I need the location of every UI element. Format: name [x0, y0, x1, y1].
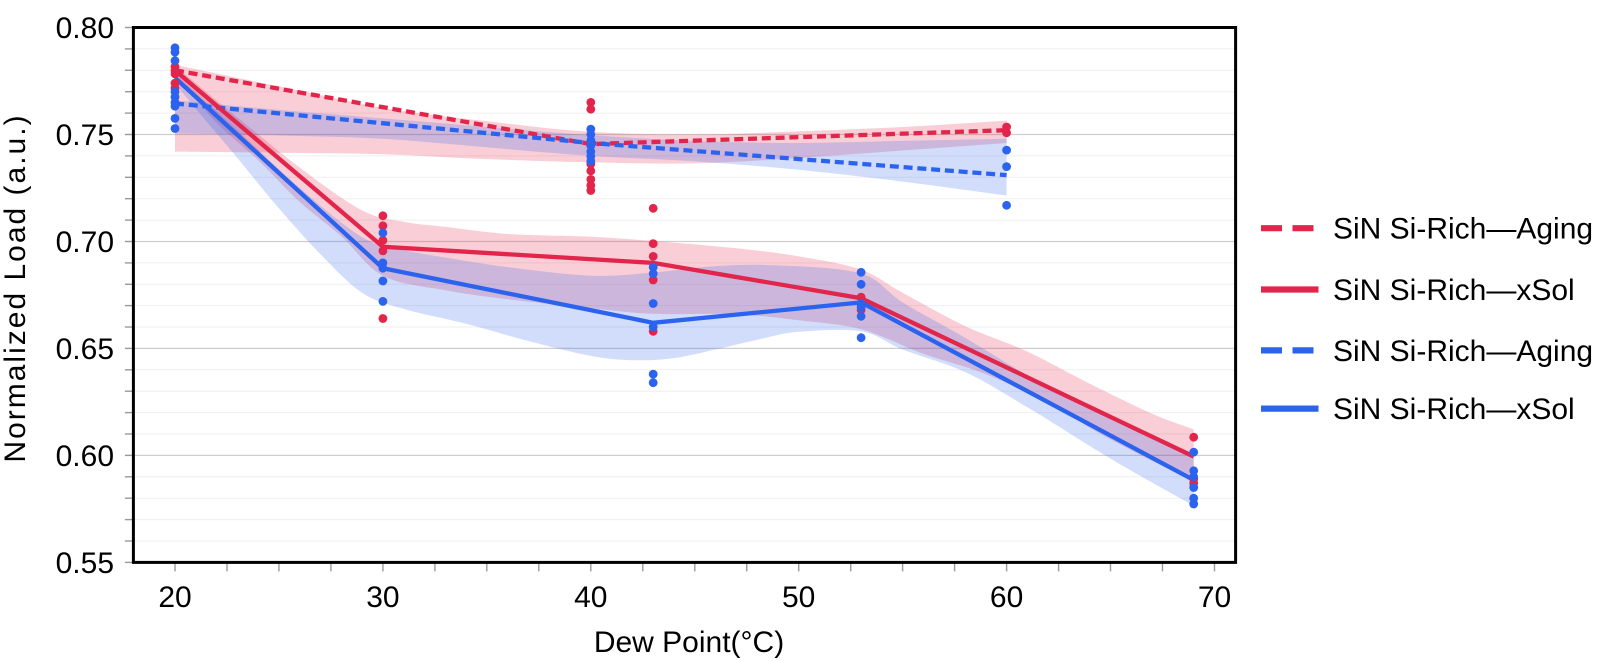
svg-text:SiN Si-Rich—Aging: SiN Si-Rich—Aging: [1333, 335, 1593, 368]
svg-text:Normalized Load (a.u.): Normalized Load (a.u.): [0, 113, 32, 462]
svg-text:SiN Si-Rich—Aging: SiN Si-Rich—Aging: [1333, 213, 1593, 246]
svg-text:0.70: 0.70: [56, 226, 114, 259]
svg-text:70: 70: [1198, 581, 1231, 614]
svg-text:SiN Si-Rich—xSol: SiN Si-Rich—xSol: [1333, 393, 1575, 426]
svg-text:0.55: 0.55: [56, 547, 114, 580]
svg-text:SiN Si-Rich—xSol: SiN Si-Rich—xSol: [1333, 274, 1575, 307]
svg-text:20: 20: [158, 581, 191, 614]
svg-text:60: 60: [990, 581, 1023, 614]
svg-text:30: 30: [366, 581, 399, 614]
svg-text:50: 50: [782, 581, 815, 614]
svg-text:0.75: 0.75: [56, 119, 114, 152]
svg-text:0.60: 0.60: [56, 440, 114, 473]
svg-text:0.65: 0.65: [56, 333, 114, 366]
svg-text:Dew Point(°C): Dew Point(°C): [594, 626, 784, 659]
svg-text:0.80: 0.80: [56, 12, 114, 45]
svg-text:40: 40: [574, 581, 607, 614]
